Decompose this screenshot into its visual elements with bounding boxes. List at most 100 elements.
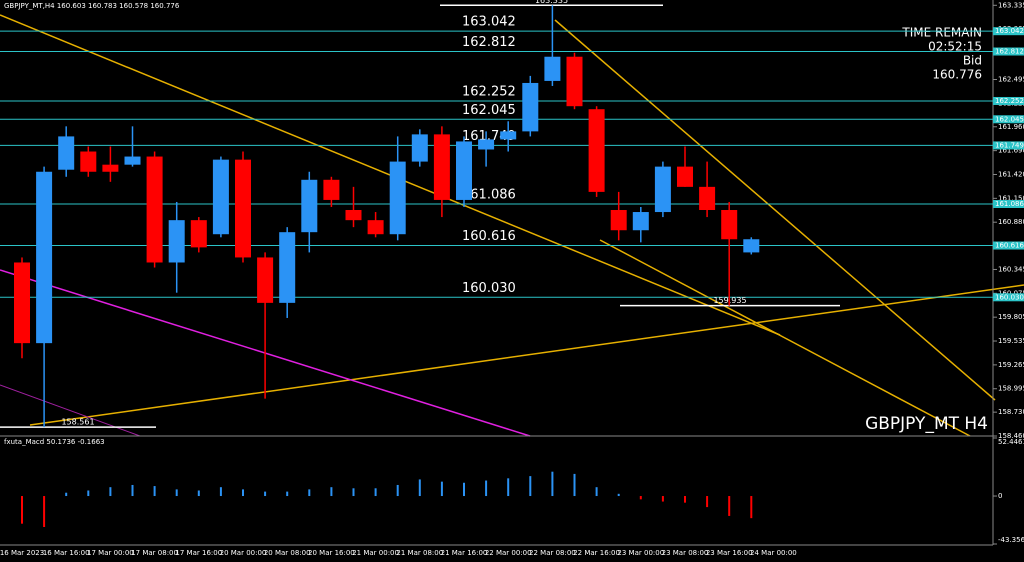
macd-tick-label: 0 [998,492,1002,500]
level-tag-label: 160.030 [995,293,1024,301]
level-tag [993,199,1024,208]
x-tick-label: 24 Mar 00:00 [750,549,797,557]
candle-body [389,161,406,235]
macd-label: fxuta_Macd 50.1736 -0.1663 [4,438,105,446]
time-remain-label: TIME REMAIN [901,26,982,40]
candle-body [544,56,561,81]
x-tick-label: 20 Mar 16:00 [308,549,355,557]
y-tick-label: 160.880 [998,218,1024,226]
y-tick-label: 163.335 [998,1,1024,9]
y-tick-label: 159.265 [998,361,1024,369]
y-tick-label: 160.345 [998,265,1024,273]
y-tick-label: 158.995 [998,385,1024,393]
x-tick-label: 17 Mar 00:00 [87,549,134,557]
level-tag [993,47,1024,56]
candle-body [257,257,274,303]
candle-body [522,82,539,132]
x-tick-label: 17 Mar 16:00 [175,549,222,557]
bid-value: 160.776 [932,68,982,82]
candle-body [235,159,251,258]
candle-body [654,166,671,213]
level-tag [993,115,1024,124]
candle-body [14,262,30,344]
bid-label: Bid [963,54,982,68]
macd-tick-label: 52.4461 [998,438,1024,446]
x-tick-label: 23 Mar 16:00 [706,549,753,557]
level-label: 162.252 [462,84,516,99]
level-label: 162.812 [462,35,516,50]
y-tick-label: 158.730 [998,408,1024,416]
x-tick-label: 20 Mar 08:00 [264,549,311,557]
x-tick-label: 23 Mar 00:00 [617,549,664,557]
y-tick-label: 158.460 [998,432,1024,440]
level-tag-label: 161.749 [995,141,1024,149]
price-marker-label: 158.561 [61,418,94,427]
y-tick-label: 161.960 [998,123,1024,131]
x-tick-label: 22 Mar 00:00 [485,549,532,557]
level-tag [993,293,1024,302]
candle-body [566,56,583,107]
y-tick-label: 161.420 [998,170,1024,178]
level-tag [993,241,1024,250]
candle-body [279,232,296,303]
x-tick-label: 21 Mar 00:00 [352,549,399,557]
candle-body [478,139,495,150]
level-tag-label: 163.042 [995,27,1024,35]
trend-line [29,284,1024,426]
candle-body [721,210,738,240]
level-label: 161.086 [462,187,516,202]
candle-body [168,220,185,263]
level-tag-label: 162.812 [995,48,1024,56]
y-tick-label: 161.690 [998,147,1024,155]
time-remain: 02:52:15 [928,40,982,54]
candle-body [411,134,428,162]
level-tag-label: 162.045 [995,115,1024,123]
level-tag [993,96,1024,105]
level-tag [993,141,1024,150]
y-tick-label: 161.150 [998,194,1024,202]
level-label: 163.042 [462,15,516,30]
candle-body [699,186,716,211]
candle-body [433,134,450,200]
level-label: 160.030 [462,281,516,296]
x-tick-label: 16 Mar 16:00 [43,549,90,557]
candle-body [58,136,75,170]
candle-body [146,156,163,263]
chart-header: GBPJPY_MT,H4 160.603 160.783 160.578 160… [4,2,180,10]
candle-body [632,212,649,231]
level-label: 162.045 [462,103,516,118]
x-tick-label: 22 Mar 08:00 [529,549,576,557]
level-tag-label: 161.086 [995,200,1024,208]
candle-body [677,166,693,187]
candle-body [80,151,97,172]
price-marker-label: 159.935 [713,296,746,305]
candle-body [190,220,207,248]
y-tick-label: 162.495 [998,76,1024,84]
candle-body [743,239,760,253]
y-tick-label: 159.535 [998,337,1024,345]
x-tick-label: 21 Mar 08:00 [396,549,443,557]
level-tag-label: 162.252 [995,97,1024,105]
trend-line [554,19,996,401]
candle-body [212,159,229,235]
x-tick-label: 17 Mar 08:00 [131,549,178,557]
level-tag-label: 160.616 [995,242,1024,250]
x-tick-label: 20 Mar 00:00 [220,549,267,557]
x-tick-label: 16 Mar 2023 [0,549,44,557]
candle-body [456,141,472,200]
candle-body [36,171,53,344]
candle-body [323,179,340,200]
candle-body [102,164,119,172]
candle-body [588,109,605,192]
price-marker-label: 163.335 [535,0,568,5]
macd-tick-label: -43.3563 [998,536,1024,544]
symbol-label: GBPJPY_MT H4 [865,414,988,434]
x-tick-label: 21 Mar 16:00 [441,549,488,557]
candle-body [500,131,517,140]
candle-body [124,156,141,165]
candle-body [367,220,384,235]
candle-body [610,210,627,231]
x-tick-label: 23 Mar 08:00 [662,549,709,557]
